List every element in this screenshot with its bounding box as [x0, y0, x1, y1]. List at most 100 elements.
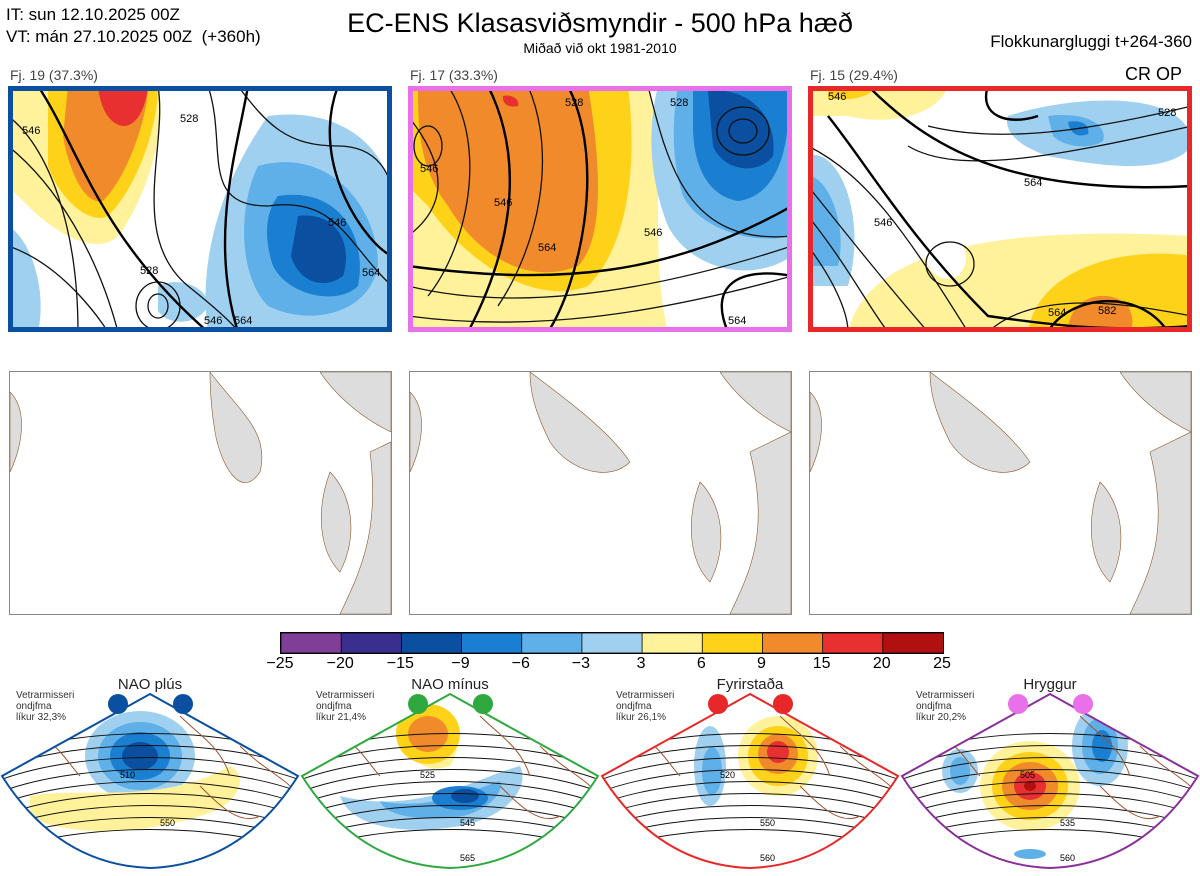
regime-info: Vetrarmisseri ondjfma líkur 21,4% — [316, 690, 374, 723]
regime-marker-dot — [708, 694, 728, 714]
regime-contour-label: 505 — [1020, 770, 1035, 780]
contour-label: 546 — [644, 227, 662, 239]
regime-contour-label: 565 — [460, 853, 475, 863]
contour-label: 546 — [828, 91, 846, 103]
colorbar-bin — [701, 632, 764, 654]
colorbar-bin — [581, 632, 643, 654]
empty-map-3 — [809, 371, 1192, 615]
regime-info-line: ondjfma — [616, 701, 652, 712]
colorbar-tick-label: 3 — [636, 655, 646, 672]
colorbar-tick-label: 15 — [812, 655, 831, 672]
regime-contour-label: 560 — [1060, 853, 1075, 863]
regime-info-line: líkur 32,3% — [16, 712, 67, 723]
colorbar-tick-label: 6 — [696, 655, 706, 672]
regime-name: Hryggur — [1023, 676, 1077, 693]
cr-op-label: CR OP — [1125, 64, 1183, 84]
regime-panel: 525 545 565 NAO mínus Vetrarmisseri ondjfma lí… — [300, 676, 600, 871]
regime-outline — [0, 692, 300, 870]
contour-label: 528 — [140, 265, 158, 277]
contour-label: 564 — [728, 315, 746, 327]
empty-map-2 — [409, 371, 792, 615]
colorbar-tick-label: −15 — [386, 655, 414, 672]
contour-label: 546 — [22, 125, 40, 137]
regime-info: Vetrarmisseri ondjfma líkur 26,1% — [616, 690, 674, 723]
regime-info-line: ondjfma — [916, 701, 952, 712]
colorbar-tick-label: 20 — [872, 655, 891, 672]
contour-label: 564 — [1024, 177, 1042, 189]
empty-map-1 — [9, 371, 392, 615]
regime-map: 510 550 — [0, 692, 300, 870]
regime-outline — [600, 692, 900, 870]
colorbar-bin — [641, 632, 704, 654]
regime-row: 510 550 NAO plús Vetrarmisseri ondjfma líkur … — [0, 676, 1200, 871]
regime-info-line: Vetrarmisseri — [916, 690, 975, 701]
cluster-map-1: 546 528 564 528 546 564 546 — [8, 86, 392, 332]
colorbar-svg — [280, 632, 944, 654]
regime-marker-dot — [408, 694, 428, 714]
classification-window: Flokkunargluggi t+264-360 — [990, 32, 1192, 51]
regime-info: Vetrarmisseri ondjfma líkur 32,3% — [16, 690, 74, 723]
regime-marker-dot — [1008, 694, 1028, 714]
regime-contour-label: 510 — [120, 770, 135, 780]
regime-contour-label: 535 — [1060, 818, 1075, 828]
colorbar-tick-label: −25 — [266, 655, 294, 672]
regime-name: NAO mínus — [411, 676, 489, 693]
regime-map: 520 550 560 — [600, 692, 900, 870]
colorbar-bin — [340, 632, 403, 654]
cluster-map-3: 546 528 546 564 564 582 — [808, 86, 1192, 332]
regime-marker-dot — [108, 694, 128, 714]
regime-info-line: ondjfma — [16, 701, 52, 712]
regime-info-line: Vetrarmisseri — [316, 690, 375, 701]
colorbar-tick-label: −6 — [511, 655, 530, 672]
page-subtitle: Miðað við okt 1981-2010 — [523, 40, 677, 56]
contour-label: 546 — [494, 197, 512, 209]
regime-contour-label: 560 — [760, 853, 775, 863]
colorbar-bin — [882, 632, 944, 654]
contour-label: 564 — [1048, 307, 1066, 319]
contour-label: 546 — [420, 163, 438, 175]
regime-panel: 505 535 560 Hryggur Vetrarmisseri ondjfma líku… — [900, 676, 1200, 871]
panel-label-3: Fj. 15 (29.4%) — [810, 67, 898, 83]
regime-outline — [300, 692, 600, 870]
valid-time: VT: mán 27.10.2025 00Z (+360h) — [6, 27, 261, 46]
regime-name: NAO plús — [117, 676, 183, 693]
regime-marker-dot — [773, 694, 793, 714]
colorbar-bin — [280, 632, 343, 654]
panel-label-2: Fj. 17 (33.3%) — [410, 67, 498, 83]
regime-outline — [900, 692, 1200, 870]
colorbar-tick-label: 9 — [757, 655, 766, 672]
page-title: EC-ENS Klasasviðsmyndir - 500 hPa hæð — [347, 8, 853, 38]
regime-name: Fyrirstaða — [716, 676, 784, 693]
colorbar-tick-label: −20 — [326, 655, 354, 672]
contour-label: 528 — [180, 113, 198, 125]
contour-label: 528 — [565, 97, 583, 109]
regime-marker-dot — [173, 694, 193, 714]
regime-info-line: líkur 20,2% — [916, 712, 967, 723]
colorbar-ticks: −25 −20 −15 −9 −6 −3 3 6 9 15 20 25 — [0, 655, 1200, 675]
colorbar — [280, 632, 944, 654]
regime-contour-label: 550 — [760, 818, 775, 828]
colorbar-bin — [461, 632, 523, 654]
cluster-border-3 — [808, 86, 1192, 332]
regime-info: Vetrarmisseri ondjfma líkur 20,2% — [916, 690, 974, 723]
contour-label: 546 — [328, 217, 346, 229]
regime-contour-label: 550 — [160, 818, 175, 828]
cluster-map-2: 546 528 546 564 546 564 528 — [408, 86, 792, 332]
contour-label: 564 — [538, 242, 556, 254]
colorbar-bin — [521, 632, 583, 654]
regime-info-line: líkur 26,1% — [616, 712, 667, 723]
colorbar-bin — [400, 632, 463, 654]
regime-marker-dot — [473, 694, 493, 714]
regime-contour-label: 525 — [420, 770, 435, 780]
regime-panel: 510 550 NAO plús Vetrarmisseri ondjfma líkur … — [0, 676, 300, 871]
contour-label: 528 — [670, 97, 688, 109]
contour-label: 564 — [234, 315, 252, 327]
cluster-border-1 — [8, 86, 392, 332]
contour-label: 564 — [362, 267, 380, 279]
regime-map: 505 535 560 — [900, 692, 1200, 870]
regime-info-line: ondjfma — [316, 701, 352, 712]
regime-info-line: líkur 21,4% — [316, 712, 367, 723]
init-time: IT: sun 12.10.2025 00Z — [6, 5, 180, 24]
cluster-border-2 — [408, 86, 792, 332]
panel-label-1: Fj. 19 (37.3%) — [10, 67, 98, 83]
